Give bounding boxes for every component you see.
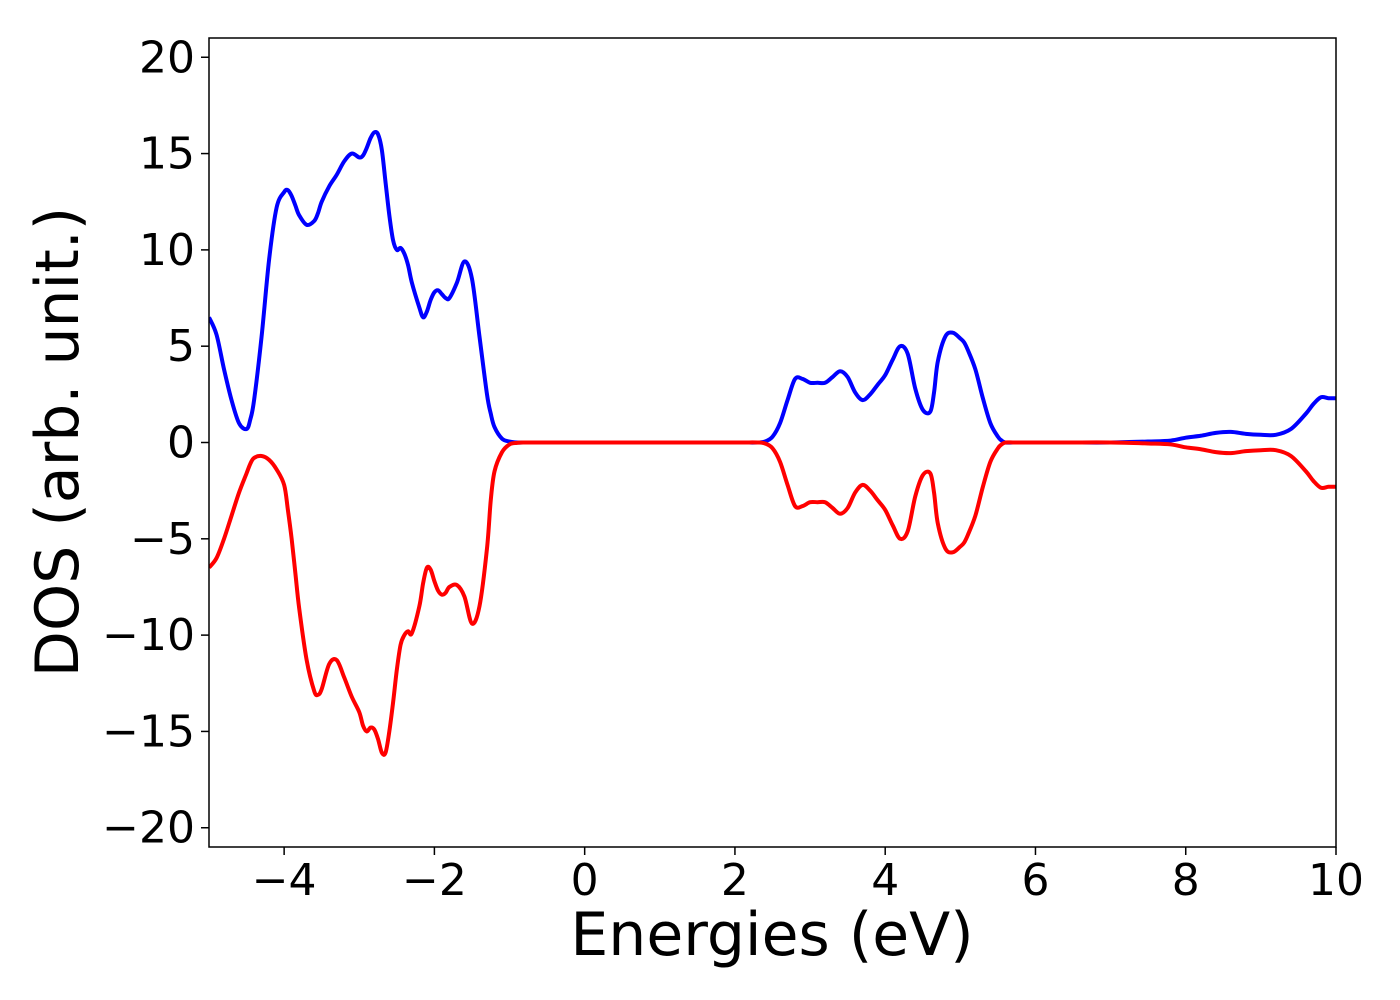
series-layer [209,129,1336,757]
y-tick-label: 20 [139,32,195,83]
y-tick-label: −15 [102,706,195,757]
x-axis-label: Energies (eV) [570,900,973,970]
y-tick-label: 0 [167,418,195,469]
x-tick-label: 2 [721,855,749,906]
y-tick-label: 10 [139,225,195,276]
x-tick-label: 6 [1021,855,1049,906]
y-tick-label: −10 [102,610,195,661]
x-tick-label: 4 [871,855,899,906]
y-tick-label: 15 [139,129,195,180]
x-tick-label: 0 [571,855,599,906]
y-axis-label: DOS (arb. unit.) [23,207,93,677]
x-tick-label: −2 [402,855,467,906]
y-tick-label: −20 [102,803,195,854]
x-tick-label: 8 [1172,855,1200,906]
x-axis: −4 −2 0 2 4 6 8 10 [252,847,1364,906]
y-tick-label: 5 [167,321,195,372]
x-tick-label: −4 [252,855,317,906]
series-line-0 [209,129,1336,445]
x-tick-label: 10 [1308,855,1364,906]
y-tick-label: −5 [130,514,195,565]
series-line-1 [209,440,1336,757]
y-axis: −20 −15 −10 −5 0 5 10 15 20 [102,32,209,854]
